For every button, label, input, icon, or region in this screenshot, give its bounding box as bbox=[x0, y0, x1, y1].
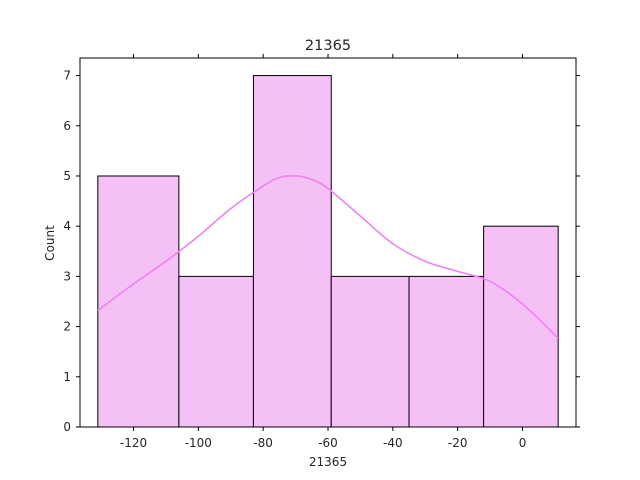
chart-title: 21365 bbox=[305, 38, 351, 54]
y-tick-label: 4 bbox=[63, 219, 71, 233]
y-tick-label: 2 bbox=[63, 320, 71, 334]
x-tick-label: 0 bbox=[519, 436, 527, 450]
histogram-bar bbox=[330, 275, 410, 428]
x-tick-label: -120 bbox=[120, 436, 147, 450]
y-axis: 0 1 2 3 4 5 6 7 bbox=[63, 69, 580, 434]
kde-line bbox=[97, 175, 559, 339]
y-tick-label: 6 bbox=[63, 119, 71, 133]
y-tick-label: 5 bbox=[63, 169, 71, 183]
histogram-bar bbox=[97, 175, 180, 428]
y-tick-label: 1 bbox=[63, 370, 71, 384]
x-tick-label: -80 bbox=[253, 436, 273, 450]
histogram-bar bbox=[408, 275, 485, 428]
y-axis-label: Count bbox=[43, 225, 57, 261]
x-axis-label: 21365 bbox=[309, 455, 347, 469]
y-tick-label: 3 bbox=[63, 269, 71, 283]
y-tick-label: 0 bbox=[63, 420, 71, 434]
x-tick-label: -60 bbox=[318, 436, 338, 450]
y-tick-label: 7 bbox=[63, 69, 71, 83]
x-axis: -120 -100 -80 -60 -40 -20 0 bbox=[120, 54, 526, 450]
plot-area bbox=[97, 75, 559, 428]
histogram-bar bbox=[178, 275, 254, 428]
x-tick-label: -40 bbox=[383, 436, 403, 450]
x-tick-label: -20 bbox=[448, 436, 468, 450]
x-tick-label: -100 bbox=[185, 436, 212, 450]
histogram-bar bbox=[252, 75, 332, 428]
